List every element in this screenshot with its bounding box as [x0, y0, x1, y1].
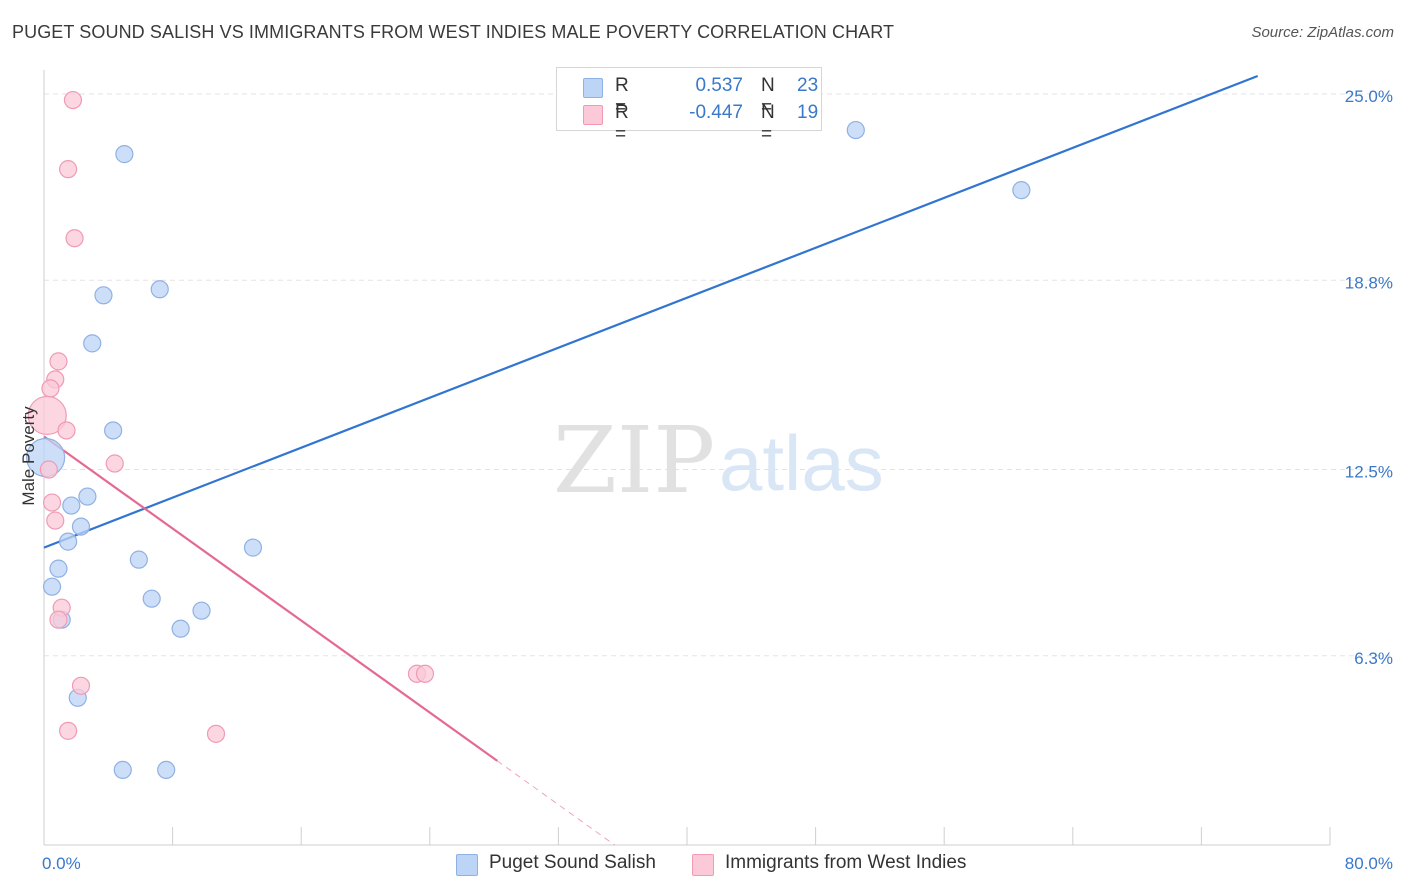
- trend-line-westindies: [43, 435, 498, 762]
- legend-r-label: R =: [615, 75, 629, 118]
- x-tick-label: 0.0%: [42, 854, 81, 873]
- point-westindies: [46, 511, 65, 530]
- legend-n-value: 19: [797, 102, 819, 123]
- point-puget: [71, 517, 91, 536]
- point-puget: [157, 760, 176, 780]
- point-puget: [59, 532, 78, 551]
- point-westindies: [42, 493, 62, 512]
- point-westindies: [59, 721, 78, 740]
- y-tick-label: 12.5%: [1345, 463, 1393, 482]
- point-puget: [113, 760, 132, 780]
- trend-line-puget: [43, 74, 1259, 549]
- grid-lines: [44, 93, 1392, 657]
- point-westindies: [415, 664, 435, 683]
- y-axis-label: Male Poverty: [19, 406, 38, 506]
- watermark-atlas: atlas: [719, 419, 884, 507]
- legend-n-label: N =: [761, 75, 775, 118]
- point-puget: [42, 577, 62, 596]
- chart-title: PUGET SOUND SALISH VS IMMIGRANTS FROM WE…: [12, 22, 895, 42]
- legend-r-value: 0.537: [695, 75, 743, 96]
- trend-lines: [43, 74, 1259, 846]
- data-points: [26, 90, 1031, 780]
- point-westindies: [65, 229, 84, 248]
- watermark: ZIP atlas: [553, 407, 884, 514]
- point-westindies: [49, 352, 68, 371]
- point-puget: [83, 334, 102, 353]
- legend-n-label: N =: [761, 102, 775, 145]
- point-westindies: [39, 460, 58, 479]
- point-westindies: [71, 676, 91, 695]
- legend-n-value: 23: [797, 75, 819, 96]
- point-westindies: [41, 379, 60, 398]
- point-westindies: [57, 421, 76, 440]
- point-westindies: [105, 454, 124, 473]
- legend-r-label: R =: [615, 102, 629, 145]
- legend-label-puget: Puget Sound Salish: [489, 852, 656, 873]
- point-puget: [1012, 181, 1031, 200]
- point-puget: [129, 550, 148, 569]
- legend-swatch-pink: [692, 854, 714, 876]
- point-puget: [142, 589, 161, 608]
- legend-swatch-blue: [456, 854, 478, 876]
- point-puget: [150, 280, 169, 299]
- point-puget: [243, 538, 263, 557]
- axis-labels: 6.3% 12.5% 18.8% 25.0% 0.0% 80.0%: [42, 87, 1393, 873]
- source-label: Source: ZipAtlas.com: [1251, 24, 1394, 41]
- point-westindies: [63, 90, 83, 110]
- point-westindies: [49, 610, 68, 629]
- legend-swatch-pink: [583, 105, 603, 125]
- correlation-legend: R = 0.537 N = 23 R = -0.447 N = 19: [556, 67, 822, 145]
- point-puget: [115, 145, 134, 164]
- point-puget: [192, 601, 211, 620]
- watermark-zip: ZIP: [553, 407, 715, 514]
- point-puget: [62, 496, 81, 515]
- y-tick-label: 18.8%: [1345, 273, 1393, 292]
- point-westindies: [206, 724, 226, 743]
- point-puget: [78, 487, 97, 506]
- legend-label-westindies: Immigrants from West Indies: [725, 852, 967, 873]
- point-puget: [171, 619, 190, 638]
- point-puget: [49, 559, 68, 578]
- trend-line-westindies-extension: [497, 760, 615, 846]
- point-westindies: [59, 160, 78, 179]
- legend-swatch-blue: [583, 78, 603, 98]
- y-tick-label: 25.0%: [1345, 87, 1393, 106]
- point-westindies: [27, 395, 67, 436]
- x-tick-label: 80.0%: [1345, 854, 1393, 873]
- point-puget: [104, 421, 123, 440]
- legend-r-value: -0.447: [689, 102, 743, 123]
- y-tick-label: 6.3%: [1354, 649, 1393, 668]
- point-puget: [846, 120, 865, 140]
- point-puget: [94, 286, 113, 305]
